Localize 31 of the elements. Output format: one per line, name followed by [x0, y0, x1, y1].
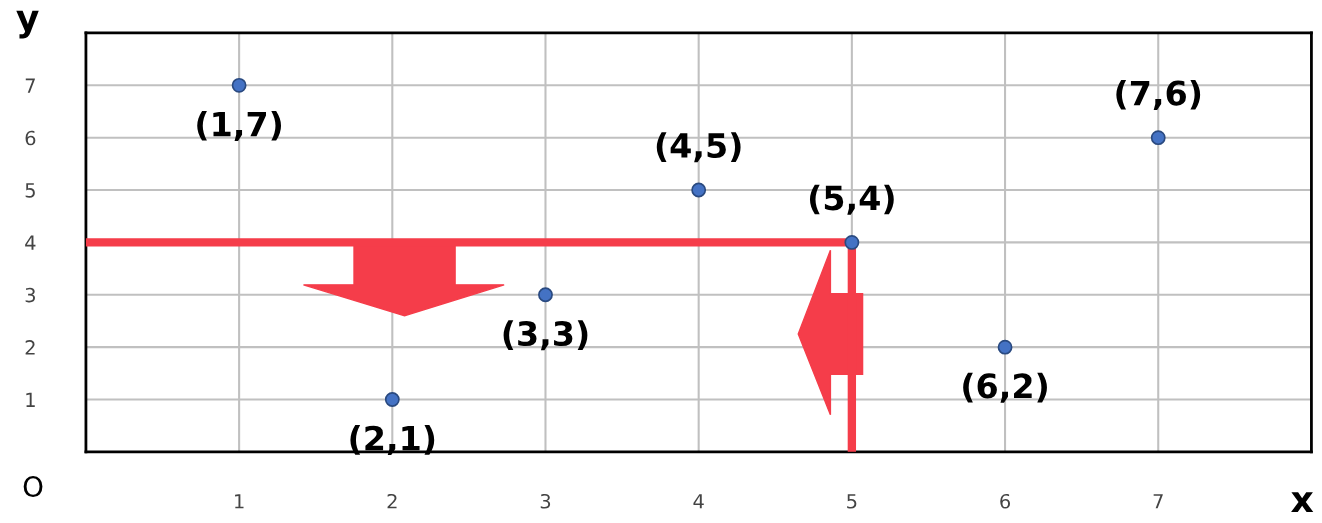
- point: [384, 392, 400, 407]
- point: [231, 77, 247, 93]
- point: [538, 287, 553, 303]
- y-tick-label: 3: [25, 287, 35, 303]
- x-tick-label: 7: [1153, 494, 1163, 509]
- y-tick-label: 6: [25, 130, 36, 146]
- x-axis-title: x: [1291, 492, 1314, 513]
- point: [997, 339, 1013, 355]
- annotation: (5,4): [809, 184, 894, 215]
- x-tick-label: 4: [693, 494, 704, 509]
- annotation: (1,7): [197, 110, 282, 141]
- annotation: (2,1): [350, 425, 435, 456]
- x-tick-label: 1: [235, 494, 244, 509]
- x-tick-label: 2: [387, 493, 397, 509]
- text: O: [23, 476, 43, 498]
- y-axis-title: y: [16, 10, 39, 39]
- annotation: (6,2): [963, 372, 1047, 403]
- point: [844, 234, 860, 250]
- y-tick-label: 7: [25, 78, 35, 93]
- x-tick-label: 5: [847, 494, 857, 509]
- y-tick-label: 1: [26, 392, 35, 407]
- y-tick-label: 2: [25, 340, 35, 355]
- annotation: (3,3): [503, 320, 588, 351]
- point: [691, 182, 707, 198]
- annotation: (7,6): [1116, 79, 1201, 110]
- annotation: (4,5): [656, 132, 741, 163]
- point: [1150, 130, 1166, 146]
- x-tick-label: 6: [1000, 493, 1011, 509]
- y-tick-label: 5: [25, 183, 35, 198]
- x-tick-label: 3: [540, 493, 551, 509]
- y-tick-label: 4: [25, 235, 36, 250]
